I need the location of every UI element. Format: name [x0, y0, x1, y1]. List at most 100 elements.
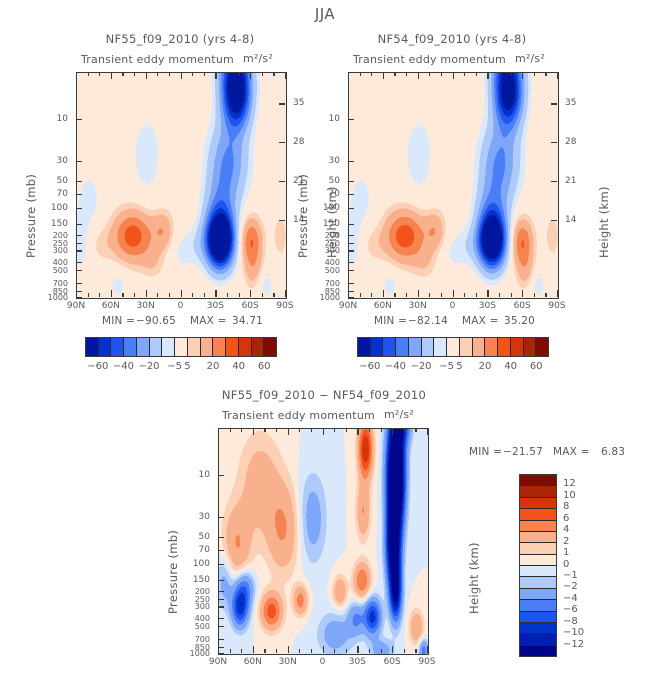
panel-right-y2tick	[551, 180, 557, 182]
panel-left-yticklabel: 700	[52, 279, 68, 289]
panel-diff-xtick-minor	[380, 649, 382, 653]
panel-left-yticklabel: 150	[50, 218, 68, 229]
panel-left-ytick	[76, 207, 82, 209]
panel-left-xticklabel: 30S	[206, 301, 224, 311]
panel-right-y2tick	[551, 103, 557, 105]
panel-diff-xtick-minor	[264, 428, 266, 432]
colorbar-tick-label: −12	[563, 638, 585, 650]
colorbar-tick-label: 4	[563, 524, 570, 536]
panel-right-xtick-minor	[394, 293, 396, 297]
colorbar-cell	[510, 338, 524, 356]
panel-diff-xtick-minor	[368, 428, 371, 432]
panel-left-ytick	[76, 234, 82, 236]
panel-right-xtick-major	[487, 72, 489, 79]
colorbar-cell	[498, 338, 511, 356]
panel-right-xtick-minor	[510, 72, 512, 76]
panel-right-yticklabel: 850	[324, 286, 340, 296]
panel-left-xtick-major	[215, 290, 217, 297]
panel-right-xtick-minor	[394, 72, 396, 76]
panel-diff-xtick-major	[427, 646, 429, 653]
colorbar-tick-label: −60	[87, 361, 109, 372]
panel-diff-xtick-minor	[241, 428, 243, 432]
panel-left-ytick	[76, 194, 82, 196]
panel-right-xtick-minor	[464, 72, 466, 76]
colorbar-tick-label: 2	[563, 535, 570, 547]
panel-diff-yticklabel: 30	[198, 512, 210, 523]
panel-right-y2tick	[551, 142, 557, 144]
colorbar-cell	[396, 338, 409, 356]
colorbar-tick-label: −5	[439, 361, 454, 372]
panel-diff-xtick-major	[287, 428, 289, 435]
panel-diff-min-label: MIN =	[469, 446, 503, 458]
panel-right-xtick-major	[348, 72, 350, 79]
panel-right-xtick-minor	[498, 293, 501, 297]
panel-diff-xticklabel: 60N	[243, 657, 262, 667]
panel-diff-colorbar[interactable]	[519, 474, 557, 657]
panel-diff-y2label: Height (km)	[467, 542, 481, 614]
panel-left-yticklabel: 200	[52, 230, 68, 240]
panel-left-yticklabel: 30	[56, 156, 68, 167]
panel-left-min-label: MIN =	[102, 315, 136, 327]
panel-diff-xtick-minor	[345, 428, 347, 432]
panel-diff-xtick-major	[218, 646, 220, 653]
panel-right-title: NF54_f09_2010 (yrs 4-8)	[377, 32, 527, 46]
panel-right-min-value: −82.14	[408, 315, 449, 327]
panel-diff-xtick-major	[252, 428, 255, 435]
colorbar-tick-label: −2	[563, 581, 578, 593]
panel-right-yticklabel: 400	[324, 257, 340, 267]
panel-left-xtick-major	[250, 290, 252, 297]
panel-right-colorbar[interactable]	[357, 337, 549, 357]
panel-diff-xtick-minor	[310, 649, 313, 653]
panel-diff-xtick-major	[252, 646, 255, 653]
panel-right-xtick-minor	[429, 72, 431, 76]
colorbar-tick-label: −40	[384, 361, 406, 372]
panel-diff-xticklabel: 0	[319, 657, 326, 667]
panel-right-subtitle: Transient eddy momentum	[353, 53, 506, 66]
panel-diff-xtick-minor	[334, 428, 336, 432]
panel-diff-xtick-minor	[380, 428, 382, 432]
panel-diff-xtick-minor	[415, 649, 417, 653]
colorbar-tick-label: −8	[563, 615, 578, 627]
panel-diff-units: m²/s²	[384, 408, 414, 421]
panel-right-yticklabel: 70	[328, 189, 340, 199]
panel-left-xticklabel: 60S	[241, 301, 259, 311]
panel-left-xtick-major	[215, 72, 217, 79]
panel-diff-ytick	[218, 474, 224, 476]
panel-diff-ytick	[218, 563, 224, 565]
panel-right-xtick-minor	[359, 293, 361, 297]
panel-right-ytick	[348, 297, 354, 299]
panel-diff-max-value: 6.83	[601, 446, 626, 458]
panel-left-xticklabel: 0	[177, 301, 184, 311]
colorbar-tick-label: 1	[563, 547, 570, 559]
colorbar-tick-label: 0	[563, 558, 570, 570]
panel-diff-ytick	[218, 579, 224, 581]
colorbar-tick-label: −20	[410, 361, 432, 372]
panel-right-xticklabel: 0	[449, 301, 456, 311]
panel-left-xtick-minor	[226, 293, 229, 297]
colorbar-cell	[459, 338, 473, 356]
panel-diff-yticklabel: 100	[192, 558, 210, 569]
panel-left-colorbar[interactable]	[85, 337, 277, 357]
panel-right-y2ticklabel: 35	[565, 98, 577, 109]
colorbar-cell	[408, 338, 422, 356]
panel-left-xtick-minor	[261, 293, 263, 297]
colorbar-cell	[213, 338, 227, 356]
panel-diff-xtick-minor	[299, 428, 301, 432]
panel-right-ytick	[348, 290, 354, 292]
panel-left-yticklabel: 500	[52, 266, 68, 276]
colorbar-tick-label: 5	[456, 361, 463, 372]
panel-left-xticklabel: 90S	[276, 301, 294, 311]
panel-diff-ytick	[218, 550, 224, 552]
panel-left-xtick-major	[145, 72, 147, 79]
panel-left-xtick-minor	[87, 293, 89, 297]
panel-left-yticklabel: 1000	[47, 293, 68, 302]
colorbar-cell	[520, 543, 556, 555]
panel-diff-yticklabel: 10	[198, 469, 210, 480]
panel-diff-xtick-minor	[334, 649, 336, 653]
colorbar-tick-label: −40	[112, 361, 134, 372]
panel-left-xtick-major	[110, 72, 113, 79]
panel-left-xtick-minor	[203, 72, 205, 76]
colorbar-cell	[520, 497, 556, 510]
panel-right-xticklabel: 30S	[478, 301, 496, 311]
panel-right-ytick	[348, 270, 354, 272]
